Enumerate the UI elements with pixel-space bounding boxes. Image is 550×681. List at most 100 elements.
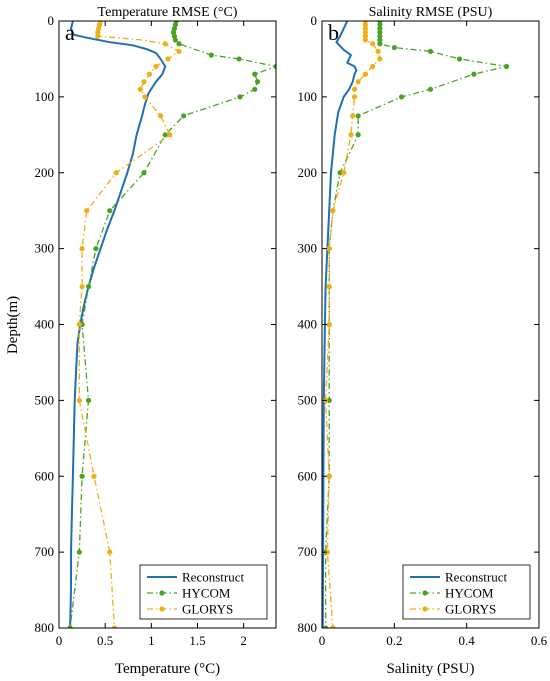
panel-b-x-axis-label: Salinity (PSU) — [387, 661, 475, 677]
panel-a-x-tick-label: 2 — [240, 633, 247, 648]
panel-b-point-glorys — [351, 94, 358, 100]
panel-a-point-glorys — [95, 29, 101, 35]
panel-b-point-glorys — [362, 37, 368, 43]
panel-b-point-hycom — [377, 37, 383, 43]
panel-b-legend-label-hycom: HYCOM — [445, 586, 494, 601]
panel-b-x-tick-label: 0.6 — [531, 633, 548, 648]
panel-a-point-glorys — [95, 33, 101, 39]
panel-a-point-hycom — [252, 71, 258, 77]
panel-b-point-hycom — [337, 170, 343, 176]
panel-a-point-hycom — [162, 132, 168, 138]
panel-b-point-glorys — [330, 208, 336, 214]
panel-b-point-glorys — [370, 63, 376, 70]
panel-a-point-hycom — [208, 52, 214, 58]
panel-b-point-hycom — [377, 33, 383, 39]
panel-b-point-glorys — [326, 246, 332, 252]
panel-b-series-reconstruct — [322, 21, 358, 628]
panel-b-x-tick-label: 0.2 — [386, 633, 402, 648]
panel-a-legend-marker-glorys — [159, 606, 165, 612]
panel-a-point-glorys — [165, 56, 171, 62]
panel-a-title: Temperature RMSE (°C) — [98, 5, 238, 20]
panel-b-point-glorys — [348, 132, 354, 138]
panel-a-point-hycom — [273, 63, 276, 70]
panel-a-point-glorys — [176, 48, 182, 54]
panel-b-point-glorys — [362, 25, 368, 32]
panel-a-y-tick-label: 700 — [35, 544, 55, 559]
panel-a-y-tick-label: 400 — [35, 317, 55, 332]
panel-b-point-glorys — [362, 71, 368, 77]
panel-b-y-tick-label: 800 — [298, 620, 318, 635]
panel-a-point-hycom — [181, 113, 187, 119]
panel-b-plot-area — [322, 21, 510, 628]
panel-a-y-tick-label: 500 — [35, 392, 55, 407]
panel-b-point-glorys — [330, 625, 336, 628]
panel-b-point-hycom — [398, 94, 405, 100]
panel-b-point-hycom — [355, 113, 361, 119]
panel-a-point-glorys — [79, 246, 85, 252]
panel-b-point-glorys — [351, 86, 358, 92]
panel-b-legend-marker-hycom — [422, 590, 428, 596]
panel-b-x-tick-label: 0 — [319, 633, 326, 648]
panel-b-y-tick-label: 200 — [298, 165, 318, 180]
panel-a-point-hycom — [141, 170, 147, 176]
panel-b-title: Salinity RMSE (PSU) — [369, 5, 493, 20]
panel-b-y-tick-label: 500 — [298, 392, 318, 407]
panel-a-point-hycom — [85, 283, 92, 290]
panel-a-point-glorys — [153, 63, 159, 70]
panel-a-y-tick-label: 200 — [35, 165, 55, 180]
panel-b-point-hycom — [377, 25, 383, 32]
panel-a-point-glorys — [84, 208, 90, 214]
panel-a-point-glorys — [141, 79, 147, 85]
panel-b-point-hycom — [456, 56, 463, 62]
panel-b-legend-marker-glorys — [422, 606, 428, 612]
panel-a-point-glorys — [76, 397, 82, 403]
panel-a-point-hycom — [236, 56, 242, 62]
panel-b-marks — [322, 21, 510, 628]
panel-a-point-glorys — [91, 473, 97, 479]
panel-a-marks — [67, 21, 276, 628]
panel-a-point-hycom — [85, 397, 92, 403]
panel-a-y-tick-label: 600 — [35, 468, 55, 483]
panel-b-point-hycom — [503, 63, 510, 70]
panel-a-y-tick-label: 0 — [48, 13, 55, 28]
panel-a-series-reconstruct — [69, 21, 167, 628]
panel-a-point-hycom — [252, 86, 258, 92]
panel-b-point-glorys — [377, 56, 383, 62]
panel-a-point-glorys — [137, 86, 143, 92]
panel-a-x-tick-label: 1 — [148, 633, 155, 648]
panel-a-legend-label-glorys: GLORYS — [182, 602, 233, 617]
panel-b-point-glorys — [362, 33, 368, 39]
panel-b-x-tick-label: 0.4 — [459, 633, 476, 648]
panel-a-legend-label-hycom: HYCOM — [182, 586, 231, 601]
panel-a-point-hycom — [76, 549, 82, 555]
panel-a-point-glorys — [111, 625, 118, 628]
panel-a-point-hycom — [93, 246, 99, 252]
panel-b-letter: b — [328, 20, 339, 45]
panel-a-point-glorys — [162, 41, 168, 47]
panel-b-point-hycom — [377, 22, 383, 28]
panel-b-point-hycom — [326, 397, 332, 403]
panel-a-point-hycom — [254, 79, 261, 85]
panel-b-point-hycom — [323, 625, 329, 628]
panel-a-point-glorys — [146, 71, 153, 77]
panel-b-point-glorys — [324, 549, 331, 555]
panel-a-point-hycom — [67, 625, 73, 628]
panel-a-point-hycom — [107, 208, 113, 214]
panel-a-point-glorys — [167, 132, 173, 138]
panel-b-point-hycom — [471, 71, 477, 77]
panel-b-point-hycom — [391, 44, 397, 51]
panel-a-x-tick-label: 0 — [56, 633, 63, 648]
panel-b-point-hycom — [377, 41, 383, 47]
panel-b-point-hycom — [427, 86, 434, 92]
panel-a-point-hycom — [79, 473, 85, 479]
panel-a-y-tick-label: 800 — [35, 620, 55, 635]
panel-a-y-tick-label: 100 — [35, 89, 55, 104]
panel-b-y-tick-label: 100 — [298, 89, 318, 104]
panel-a-point-hycom — [237, 94, 243, 100]
panel-b-y-tick-label: 700 — [298, 544, 318, 559]
